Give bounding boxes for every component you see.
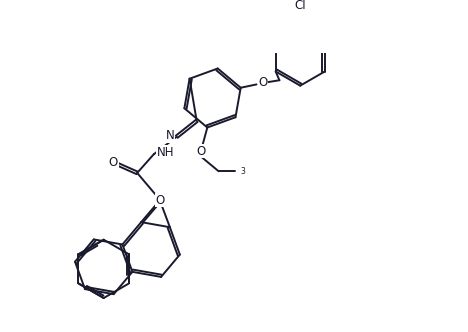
Text: O: O bbox=[197, 145, 206, 158]
Text: N: N bbox=[166, 129, 175, 142]
Text: O: O bbox=[155, 194, 164, 207]
Text: NH: NH bbox=[157, 146, 174, 159]
Text: Cl: Cl bbox=[294, 0, 306, 12]
Text: 3: 3 bbox=[240, 167, 245, 176]
Text: O: O bbox=[259, 76, 268, 89]
Text: O: O bbox=[109, 156, 118, 169]
